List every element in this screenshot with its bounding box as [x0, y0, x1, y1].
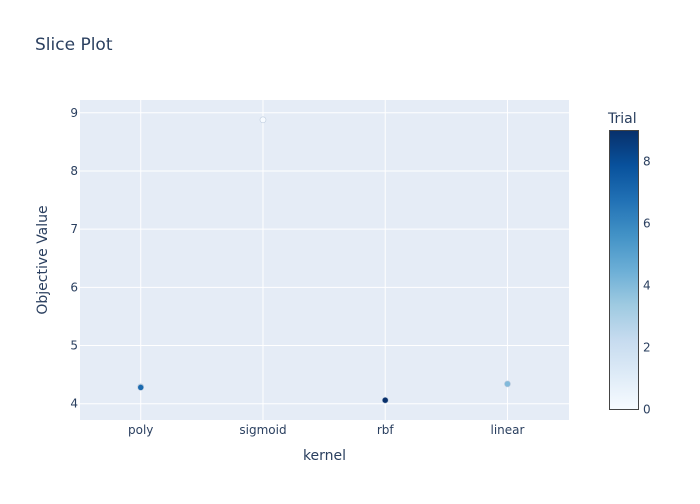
y-tick-label: 7: [70, 222, 78, 236]
colorbar-tick-label: 2: [643, 341, 651, 355]
colorbar-title: Trial: [607, 111, 637, 127]
grid-layer: [80, 100, 569, 420]
x-tick-labels: poly sigmoid rbf linear: [128, 423, 524, 437]
y-tick-label: 6: [70, 280, 78, 294]
data-point[interactable]: [137, 384, 145, 391]
colorbar-tick-label: 6: [643, 217, 651, 231]
colorbar-tick-label: 4: [643, 279, 651, 293]
points-layer: [137, 116, 511, 404]
y-tick-label: 5: [70, 339, 78, 353]
y-axis-title: Objective Value: [35, 205, 51, 314]
y-tick-label: 4: [70, 397, 78, 411]
y-tick-labels: 4 5 6 7 8 9: [70, 106, 78, 411]
x-tick-label: sigmoid: [239, 423, 286, 437]
colorbar-tick-label: 0: [643, 403, 651, 417]
x-tick-label: poly: [128, 423, 153, 437]
colorbar-tick-label: 8: [643, 155, 651, 169]
chart-title: Slice Plot: [35, 35, 113, 55]
data-point[interactable]: [381, 396, 389, 404]
data-point[interactable]: [504, 380, 511, 388]
plot-area: [80, 100, 569, 420]
x-tick-label: rbf: [377, 423, 395, 437]
colorbar: [609, 130, 639, 410]
data-point[interactable]: [259, 116, 267, 124]
x-tick-label: linear: [490, 423, 524, 437]
x-axis-title: kernel: [303, 448, 346, 464]
y-tick-label: 9: [70, 106, 78, 120]
y-tick-label: 8: [70, 164, 78, 178]
colorbar-tick-labels: 0 2 4 6 8: [643, 155, 651, 417]
